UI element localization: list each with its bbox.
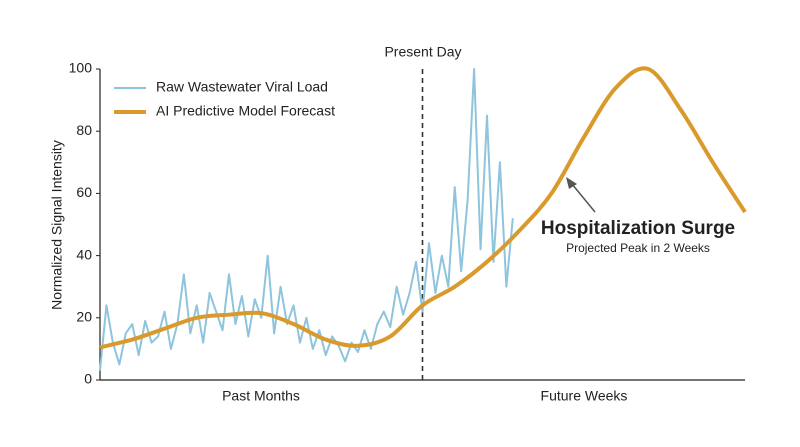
- annotation-arrow: [571, 183, 596, 213]
- y-tick-label: 80: [76, 122, 92, 138]
- y-tick-label: 100: [69, 60, 93, 76]
- y-tick-label: 40: [76, 246, 92, 262]
- annotation-subtitle: Projected Peak in 2 Weeks: [566, 241, 710, 255]
- legend-label: Raw Wastewater Viral Load: [156, 79, 328, 95]
- series-line: [99, 66, 747, 350]
- annotation-title: Hospitalization Surge: [541, 218, 735, 239]
- region-label: Past Months: [222, 388, 300, 404]
- present-day-label: Present Day: [384, 44, 461, 60]
- legend-label: AI Predictive Model Forecast: [156, 103, 335, 119]
- y-tick-label: 0: [84, 371, 92, 387]
- y-tick-label: 20: [76, 309, 92, 325]
- y-tick-label: 60: [76, 184, 92, 200]
- region-label: Future Weeks: [541, 388, 628, 404]
- y-axis-label: Normalized Signal Intensity: [49, 140, 65, 310]
- series-line: [99, 68, 514, 371]
- annotation-arrowhead: [566, 177, 577, 189]
